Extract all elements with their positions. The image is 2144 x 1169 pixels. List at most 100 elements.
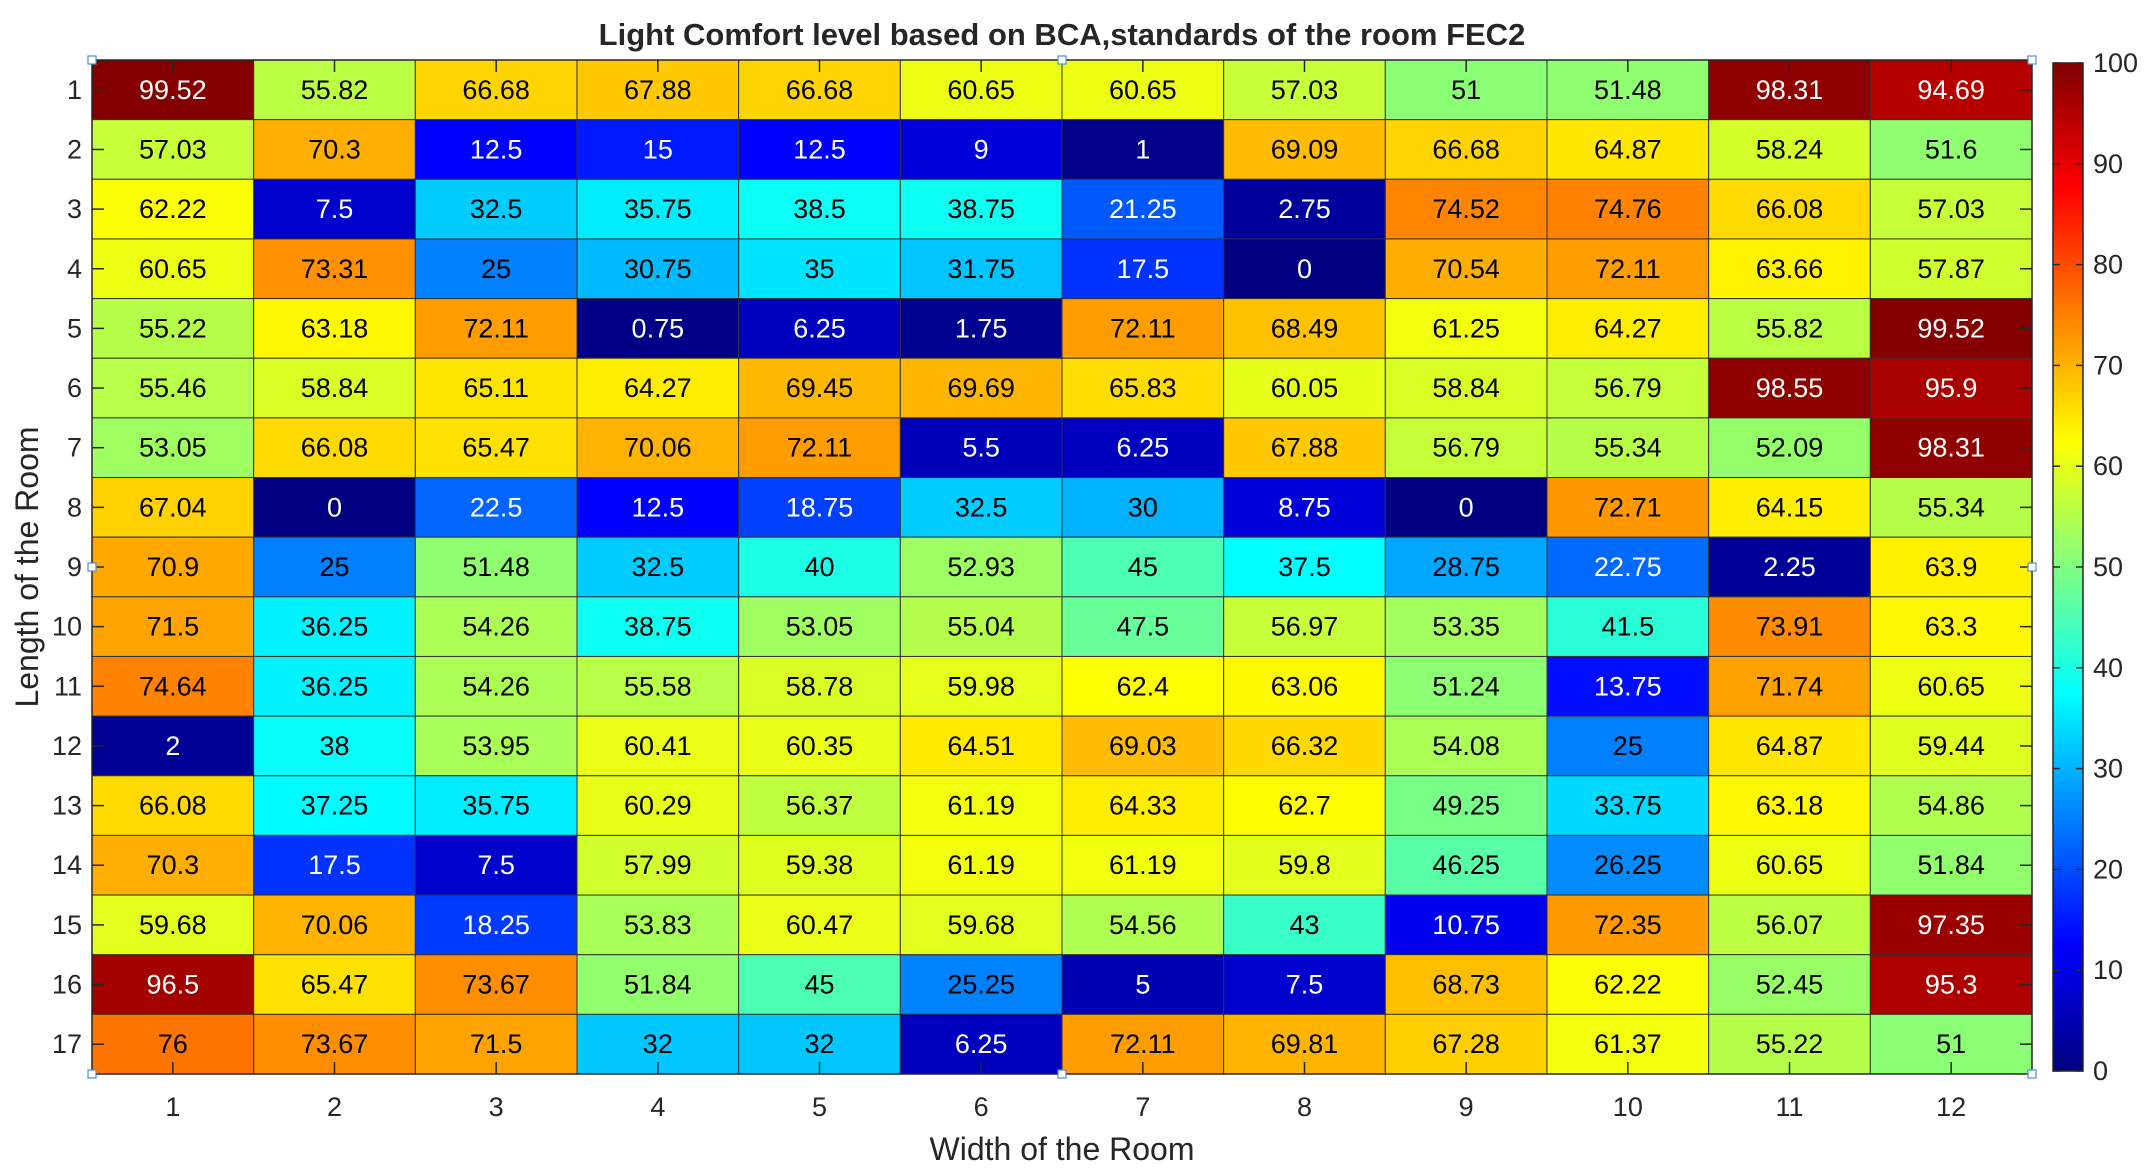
cell-value-label: 55.22 [139, 313, 207, 343]
heatmap-cell [576, 775, 740, 836]
heatmap-cell [1223, 477, 1386, 538]
cell-value-label: 55.82 [301, 75, 369, 105]
cell-value-label: 53.35 [1432, 612, 1500, 642]
cell-value-label: 69.09 [1271, 134, 1339, 164]
cell-value-label: 60.47 [786, 910, 854, 940]
cell-value-label: 54.86 [1917, 791, 1985, 821]
heatmap-cell [1869, 596, 2033, 657]
heatmap-cell [253, 655, 416, 717]
cell-value-label: 36.25 [301, 671, 369, 701]
cell-value-label: 0.75 [632, 313, 685, 343]
cell-value-label: 64.33 [1109, 791, 1177, 821]
heatmap-cell [1223, 357, 1386, 419]
cell-value-label: 61.37 [1594, 1029, 1662, 1059]
heatmap-cell [576, 477, 740, 538]
heatmap-cell [253, 954, 416, 1015]
cell-value-label: 56.37 [786, 791, 854, 821]
heatmap-cell [1546, 775, 1710, 836]
cell-value-label: 54.26 [462, 671, 530, 701]
heatmap-cell [414, 775, 578, 836]
y-tick-label: 16 [52, 970, 82, 1000]
cell-value-label: 45 [804, 970, 834, 1000]
x-axis-label: Width of the Room [930, 1131, 1195, 1167]
heatmap-cell [1869, 775, 2033, 836]
resize-handle[interactable] [87, 55, 97, 65]
cell-value-label: 51 [1936, 1029, 1966, 1059]
heatmap-cell [738, 775, 901, 836]
cell-value-label: 72.11 [1110, 313, 1176, 343]
cell-value-label: 66.08 [139, 791, 207, 821]
cell-value-label: 95.9 [1925, 373, 1978, 403]
heatmap-cell [253, 477, 416, 538]
cell-value-label: 57.03 [1917, 194, 1985, 224]
resize-handle[interactable] [87, 562, 97, 572]
heatmap-cell [576, 834, 740, 896]
cell-value-label: 32 [804, 1029, 834, 1059]
cell-value-label: 60.65 [947, 75, 1015, 105]
cell-value-label: 30 [1128, 492, 1158, 522]
heatmap-cell [899, 417, 1063, 479]
cell-value-label: 38.75 [624, 612, 692, 642]
cell-value-label: 96.5 [147, 970, 200, 1000]
heatmap-cell [91, 536, 255, 598]
cell-value-label: 64.15 [1756, 492, 1824, 522]
cell-value-label: 59.68 [947, 910, 1015, 940]
cell-value-label: 25 [481, 254, 511, 284]
cell-value-label: 60.65 [1917, 671, 1985, 701]
cell-value-label: 21.25 [1109, 194, 1177, 224]
cell-value-label: 73.91 [1756, 612, 1824, 642]
heatmap-cell [1061, 298, 1225, 359]
resize-handle[interactable] [87, 1069, 97, 1079]
cell-value-label: 41.5 [1602, 612, 1655, 642]
y-tick-label: 9 [67, 552, 82, 582]
cell-value-label: 8.75 [1278, 492, 1331, 522]
cell-value-label: 7.5 [477, 850, 515, 880]
cell-value-label: 65.83 [1109, 373, 1177, 403]
heatmap-cell [1869, 238, 2033, 300]
cell-value-label: 52.09 [1756, 433, 1824, 463]
colorbar-tick-label: 40 [2093, 653, 2123, 683]
resize-handle[interactable] [2027, 55, 2037, 65]
colorbar-tick-label: 0 [2093, 1056, 2108, 1086]
heatmap-cell [414, 477, 578, 538]
cell-value-label: 72.11 [463, 313, 529, 343]
heatmap-cell [253, 298, 416, 359]
cell-value-label: 15 [643, 134, 673, 164]
cell-value-label: 49.25 [1432, 791, 1500, 821]
cell-value-label: 30.75 [624, 254, 692, 284]
heatmap-cell [1223, 894, 1386, 956]
heatmap-cell [1061, 178, 1225, 240]
cell-value-label: 68.73 [1432, 970, 1500, 1000]
cell-value-label: 1.75 [955, 313, 1008, 343]
heatmap-cell [1869, 536, 2033, 598]
cell-value-label: 51.24 [1432, 671, 1500, 701]
heatmap-cell [899, 357, 1063, 419]
resize-handle[interactable] [2027, 1069, 2037, 1079]
resize-handle[interactable] [1057, 1069, 1067, 1079]
resize-handle[interactable] [1057, 55, 1067, 65]
heatmap-cell [738, 596, 901, 657]
cell-value-label: 61.19 [947, 791, 1015, 821]
heatmap-cell [414, 298, 578, 359]
heatmap-cell [91, 357, 255, 419]
colorbar: 0 10 20 30 40 50 60 70 80 90 100 [2052, 48, 2138, 1086]
cell-value-label: 53.95 [462, 731, 530, 761]
heatmap-cell [576, 357, 740, 419]
resize-handle[interactable] [2027, 562, 2037, 572]
cell-value-label: 70.54 [1432, 254, 1500, 284]
heatmap-cell [253, 775, 416, 836]
cell-value-label: 0 [327, 492, 342, 522]
cell-value-label: 46.25 [1432, 850, 1500, 880]
heatmap-cell [1708, 596, 1871, 657]
cell-value-label: 35 [804, 254, 834, 284]
y-tick-label: 5 [67, 313, 82, 343]
heatmap-cell [91, 834, 255, 896]
cell-value-label: 61.25 [1432, 313, 1500, 343]
heatmap-cell [738, 834, 901, 896]
heatmap-cell [1708, 298, 1871, 359]
cell-value-label: 70.06 [624, 433, 692, 463]
heatmap-cell [576, 954, 740, 1015]
cell-value-label: 74.52 [1432, 194, 1500, 224]
heatmap-cell [899, 715, 1063, 777]
